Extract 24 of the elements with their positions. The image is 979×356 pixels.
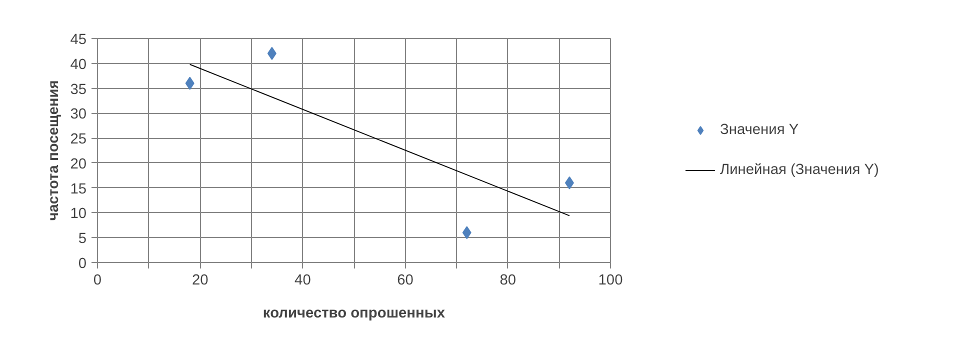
point: [564, 176, 574, 190]
y-tick-label: 0: [78, 256, 87, 272]
legend-label: Линейная (Значения Y): [720, 162, 879, 178]
y-tick-label: 25: [70, 132, 87, 148]
x-tick-label: 40: [294, 272, 311, 288]
y-tick-label: 45: [70, 32, 87, 48]
y-tick-label: 20: [70, 156, 87, 172]
x-axis-title: количество опрошенных: [262, 306, 446, 322]
x-tick-label: 80: [500, 272, 516, 288]
point: [462, 226, 472, 240]
y-tick-label: 40: [70, 56, 87, 73]
y-tick-label: 5: [78, 231, 87, 248]
x-tick-label: 20: [192, 272, 208, 288]
y-tick-label: 10: [70, 206, 87, 222]
y-axis-title: частота посещения: [46, 80, 62, 221]
y-tick-label: 15: [70, 181, 87, 198]
x-tick-label: 60: [397, 272, 414, 288]
y-tick-label: 35: [70, 82, 87, 98]
x-tick-label: 0: [93, 272, 102, 288]
legend-label: Значения Y: [720, 122, 799, 138]
y-tick-label: 30: [70, 106, 87, 123]
point: [267, 46, 276, 60]
x-tick-label: 100: [598, 272, 623, 288]
point: [185, 76, 194, 90]
